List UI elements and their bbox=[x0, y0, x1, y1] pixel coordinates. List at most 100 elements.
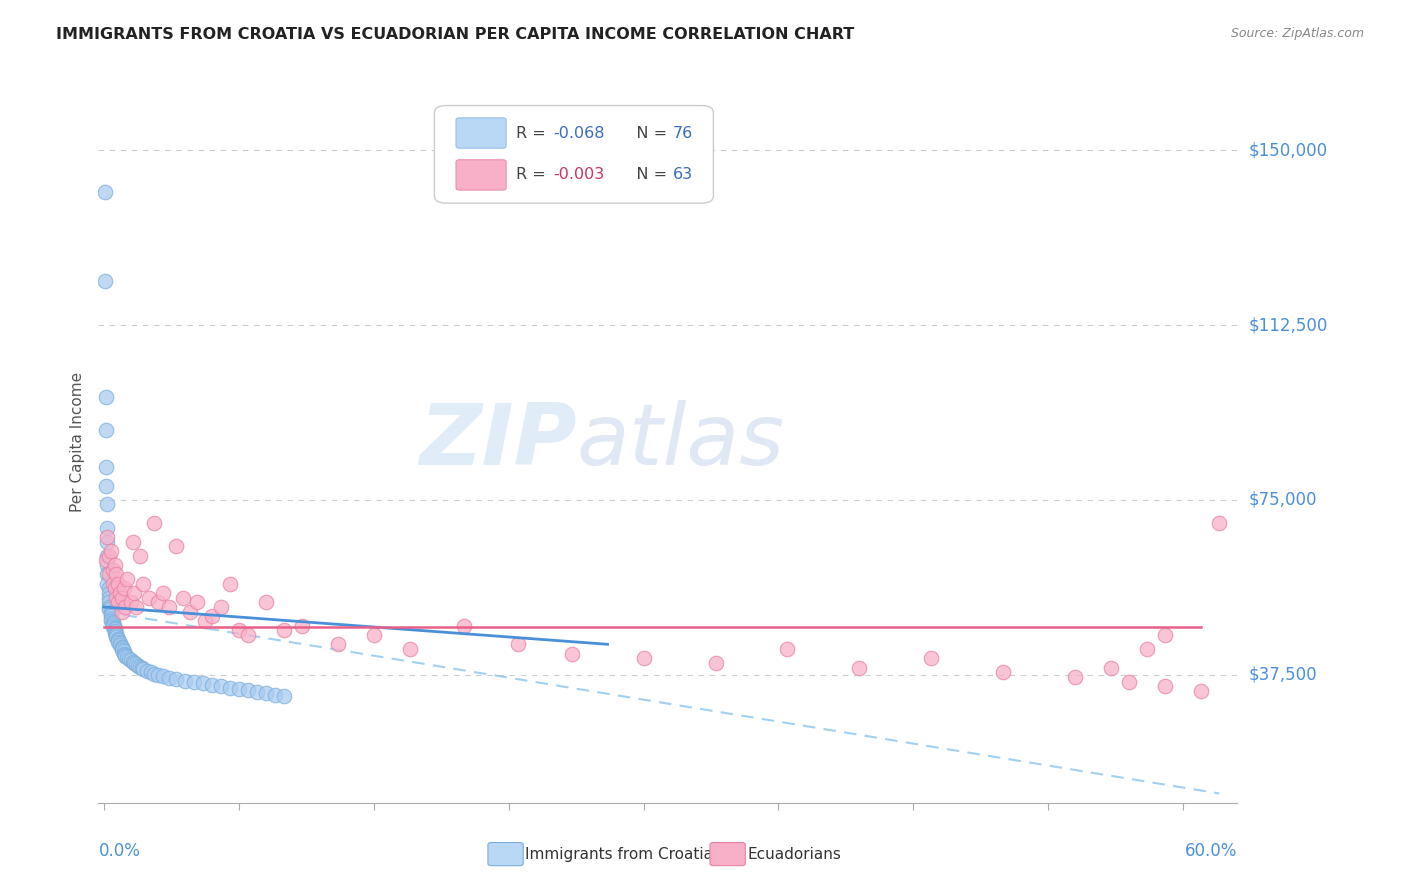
Point bbox=[114, 648, 136, 662]
Point bbox=[108, 638, 131, 652]
Point bbox=[179, 605, 201, 619]
FancyBboxPatch shape bbox=[710, 843, 745, 865]
Point bbox=[128, 659, 150, 673]
Point bbox=[100, 614, 122, 628]
Point bbox=[209, 679, 232, 693]
Text: R =: R = bbox=[516, 168, 551, 183]
Point bbox=[104, 625, 127, 640]
Point bbox=[112, 647, 135, 661]
Point bbox=[115, 650, 138, 665]
Point bbox=[1118, 674, 1140, 689]
Point bbox=[236, 683, 259, 698]
Text: Source: ZipAtlas.com: Source: ZipAtlas.com bbox=[1230, 27, 1364, 40]
Point bbox=[101, 615, 124, 629]
Point bbox=[105, 567, 128, 582]
Text: Immigrants from Croatia: Immigrants from Croatia bbox=[526, 847, 713, 862]
Point bbox=[120, 595, 142, 609]
Point bbox=[131, 661, 153, 675]
Point bbox=[100, 605, 122, 619]
Text: N =: N = bbox=[621, 168, 672, 183]
Text: 60.0%: 60.0% bbox=[1185, 842, 1237, 860]
Point bbox=[101, 619, 124, 633]
Point bbox=[111, 591, 134, 605]
Point bbox=[100, 612, 122, 626]
Point bbox=[848, 660, 870, 674]
Point bbox=[107, 635, 129, 649]
Point bbox=[776, 642, 799, 657]
Point bbox=[107, 633, 129, 648]
Point bbox=[98, 595, 121, 609]
Point bbox=[104, 558, 127, 572]
Point bbox=[105, 591, 128, 605]
Point bbox=[107, 576, 129, 591]
Point bbox=[254, 686, 277, 700]
Point bbox=[218, 681, 240, 695]
Point bbox=[98, 567, 121, 582]
Point bbox=[146, 595, 169, 609]
Point bbox=[94, 479, 117, 493]
Point bbox=[96, 549, 118, 563]
Point bbox=[96, 534, 118, 549]
Point bbox=[94, 390, 117, 404]
Point bbox=[228, 624, 250, 638]
Point bbox=[506, 637, 529, 651]
Point bbox=[124, 586, 146, 600]
Point bbox=[101, 563, 124, 577]
Point bbox=[139, 665, 162, 680]
Point bbox=[100, 607, 122, 621]
Point bbox=[920, 651, 942, 665]
Point bbox=[96, 521, 118, 535]
Point bbox=[104, 623, 127, 637]
Point bbox=[98, 591, 121, 605]
Point bbox=[1154, 628, 1177, 642]
Y-axis label: Per Capita Income: Per Capita Income bbox=[70, 371, 86, 512]
Point bbox=[128, 549, 150, 563]
Point bbox=[94, 553, 117, 567]
Point bbox=[124, 656, 146, 670]
FancyBboxPatch shape bbox=[488, 843, 523, 865]
Point bbox=[112, 582, 135, 596]
Point bbox=[111, 641, 134, 656]
Text: ZIP: ZIP bbox=[419, 400, 576, 483]
Text: N =: N = bbox=[621, 126, 672, 141]
Point bbox=[98, 549, 121, 563]
Point bbox=[94, 460, 117, 475]
Point bbox=[101, 617, 124, 632]
Point bbox=[291, 618, 314, 632]
Point bbox=[143, 516, 166, 530]
Point bbox=[101, 576, 124, 591]
Point bbox=[186, 595, 208, 609]
Text: $75,000: $75,000 bbox=[1249, 491, 1317, 508]
Point bbox=[173, 673, 195, 688]
Point bbox=[105, 630, 128, 644]
Point bbox=[152, 586, 174, 600]
Point bbox=[96, 530, 118, 544]
Point bbox=[111, 640, 134, 654]
Point bbox=[183, 675, 205, 690]
Point bbox=[107, 632, 129, 646]
Point bbox=[561, 647, 583, 661]
Point bbox=[100, 544, 122, 558]
Point bbox=[1189, 684, 1212, 698]
Point bbox=[1099, 660, 1122, 674]
Point bbox=[104, 624, 127, 638]
Point bbox=[132, 576, 155, 591]
Point bbox=[157, 671, 180, 685]
Point bbox=[98, 602, 121, 616]
Text: -0.003: -0.003 bbox=[553, 168, 605, 183]
Point bbox=[108, 586, 131, 600]
Point bbox=[1136, 642, 1159, 657]
Point bbox=[111, 643, 134, 657]
Point bbox=[363, 628, 385, 642]
Point bbox=[246, 685, 269, 699]
Point bbox=[98, 600, 121, 615]
Point bbox=[138, 591, 160, 605]
Point bbox=[1064, 670, 1087, 684]
Text: Ecuadorians: Ecuadorians bbox=[748, 847, 841, 862]
Point bbox=[326, 637, 349, 651]
Point bbox=[273, 689, 295, 703]
Point bbox=[120, 653, 142, 667]
Point bbox=[94, 423, 117, 437]
Point bbox=[115, 572, 138, 586]
Text: $37,500: $37,500 bbox=[1249, 665, 1317, 683]
